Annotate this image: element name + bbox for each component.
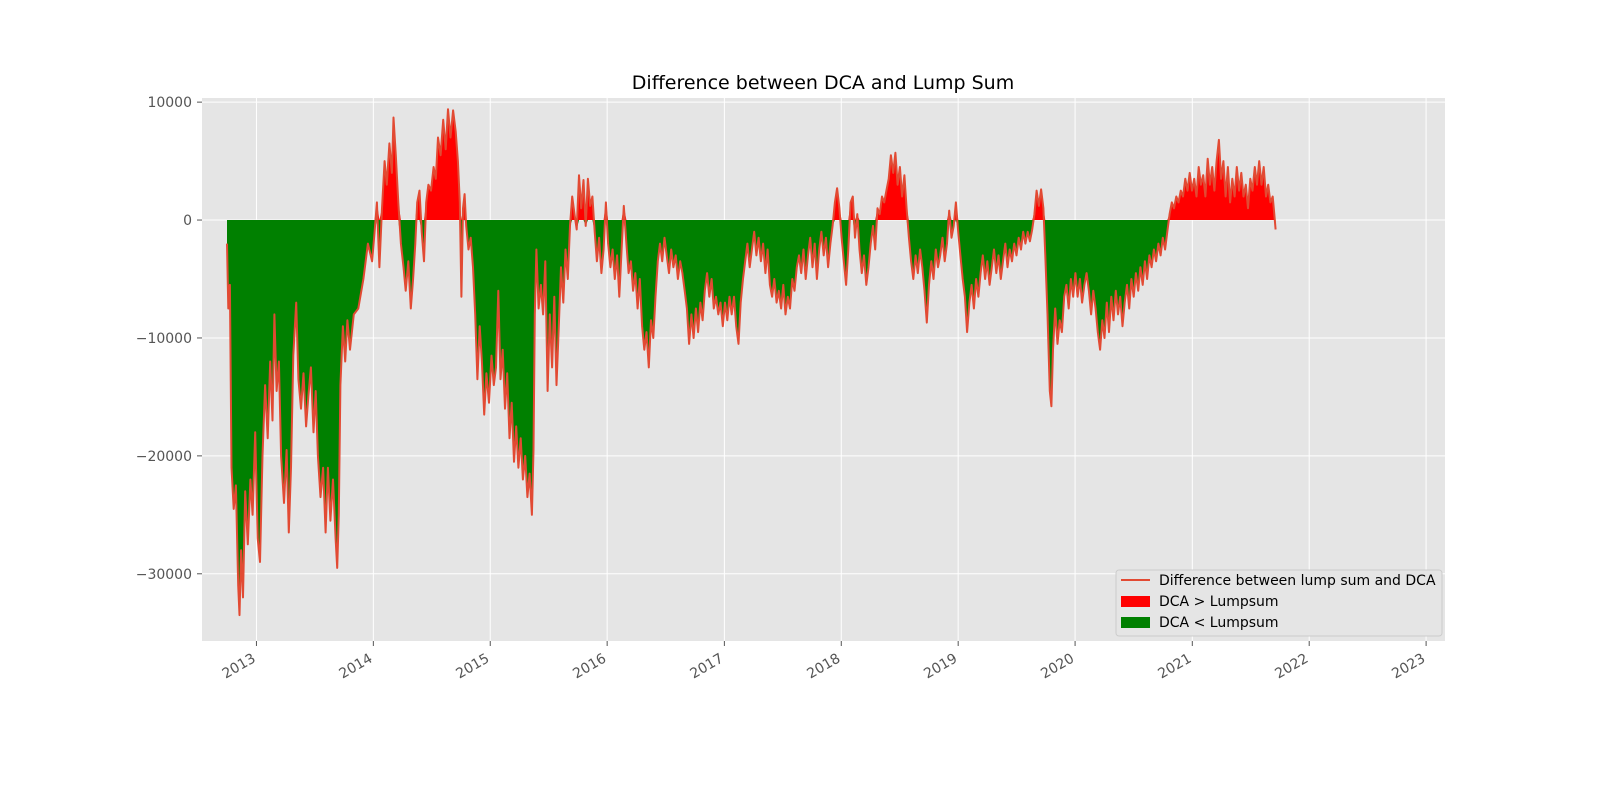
x-tick-label: 2023 [1389, 651, 1428, 683]
y-tick-label: 10000 [147, 95, 192, 111]
legend-box [1115, 569, 1443, 637]
x-tick-label: 2019 [921, 651, 960, 683]
x-tick-label: 2014 [336, 651, 375, 683]
x-tick-label: 2015 [453, 651, 492, 683]
legend-label-dca-greater: DCA > Lumpsum [1159, 594, 1279, 610]
x-tick-label: 2013 [220, 651, 259, 683]
y-tick-label: −30000 [136, 567, 192, 583]
area-dca-less [227, 220, 1276, 616]
x-tick-label: 2017 [688, 651, 727, 683]
x-tick-label: 2018 [804, 651, 843, 683]
series-line-difference [226, 108, 1277, 617]
legend: Difference between lump sum and DCA DCA … [1115, 569, 1443, 637]
legend-swatch-dca-less [1121, 617, 1150, 628]
x-tick-label: 2020 [1038, 651, 1077, 683]
legend-label-dca-less: DCA < Lumpsum [1159, 615, 1279, 631]
y-tick-label: 0 [183, 213, 192, 229]
y-tick-label: −20000 [136, 449, 192, 465]
x-tick-label: 2021 [1155, 651, 1194, 683]
chart-title: Difference between DCA and Lump Sum [632, 72, 1014, 94]
legend-label-difference: Difference between lump sum and DCA [1159, 573, 1436, 589]
legend-swatch-dca-greater [1121, 596, 1150, 607]
x-tick-label: 2022 [1272, 651, 1311, 683]
y-tick-label: −10000 [136, 331, 192, 347]
x-tick-label: 2016 [570, 651, 609, 683]
